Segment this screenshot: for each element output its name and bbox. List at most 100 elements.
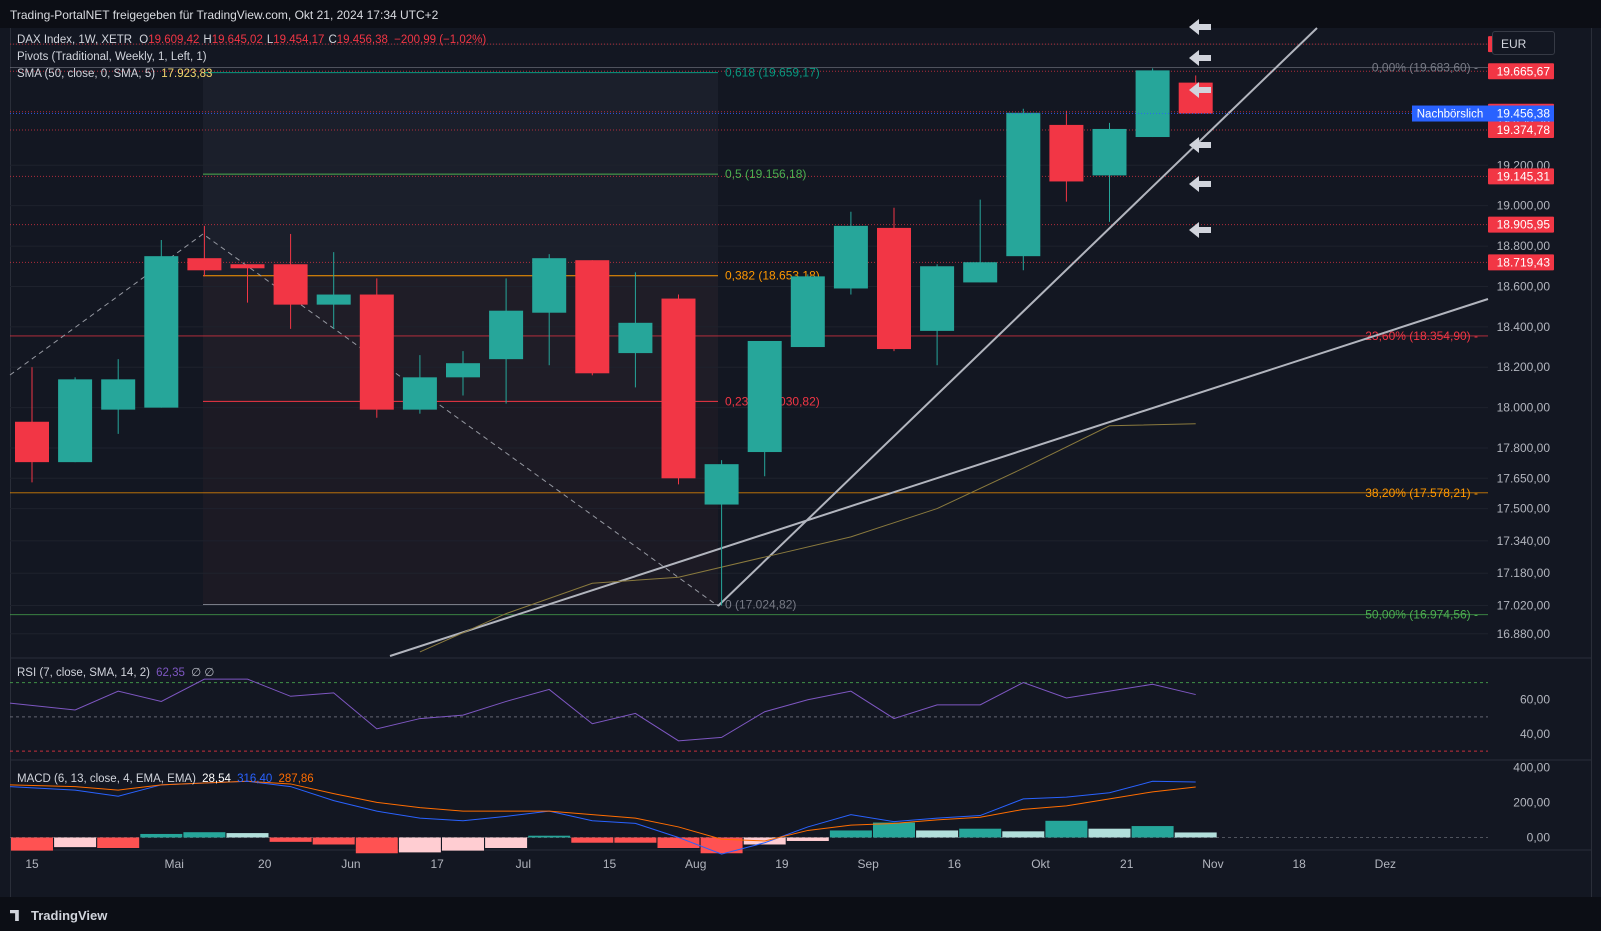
macd-histogram-bar (398, 837, 441, 853)
candle-body (446, 363, 480, 378)
legend-ohlc-l: L19.454,17 (266, 34, 325, 46)
legend-symbol-row[interactable]: DAX Index, 1W, XETR O19.609,42 H19.645,02… (17, 34, 486, 46)
x-axis-label: Mai (165, 857, 184, 871)
header-bar: Trading-PortalNET freigegeben für Tradin… (0, 0, 1601, 28)
tradingview-logo-text: TradingView (31, 908, 108, 923)
x-axis-label: Aug (685, 857, 706, 871)
y-axis-label: 18.800,00 (1497, 239, 1551, 253)
macd-histogram-bar (269, 837, 312, 842)
candle-body (489, 310, 524, 360)
x-axis-label: 16 (948, 857, 962, 871)
macd-histogram-bar (1174, 832, 1217, 838)
currency-button[interactable]: EUR (1492, 31, 1555, 55)
fib-level-label: 0,00% (19.683,60) - (1372, 61, 1478, 75)
rsi-line (9, 678, 1196, 742)
macd-histogram-bar (528, 835, 571, 838)
legend-macd-signal: 287,86 (278, 773, 314, 785)
candle-body (747, 340, 782, 453)
candle-body (15, 421, 49, 463)
macd-histogram-bar (140, 833, 183, 838)
macd-signal-line (9, 780, 1196, 842)
pivot-arrow-icon (1189, 19, 1211, 35)
fib-retracement-label: 0,5 (19.156,18) (725, 167, 806, 181)
pivot-arrow-icon (1189, 137, 1211, 153)
fib-zone-236 (203, 401, 718, 605)
y-axis-label: 18.000,00 (1497, 401, 1551, 415)
fib-level-label: 23,60% (18.354,90) - (1365, 329, 1478, 343)
y-axis-label: 16.880,00 (1497, 627, 1551, 641)
candle-body (833, 225, 868, 289)
candle-body (101, 379, 136, 410)
x-axis-label: 17 (430, 857, 444, 871)
candle-body (230, 264, 265, 269)
pivot-arrow-icon (1189, 50, 1211, 66)
candle-body (402, 377, 437, 410)
y-axis-label: 18.600,00 (1497, 279, 1551, 293)
candle-body (1092, 128, 1127, 176)
macd-histogram-bar (786, 837, 829, 841)
fib-level-label: 50,00% (16.974,56) - (1365, 608, 1478, 622)
macd-histogram-bar (97, 837, 140, 848)
candle-body (661, 298, 696, 479)
candle-body (144, 256, 179, 408)
legend-macd-row[interactable]: MACD (6, 13, close, 4, EMA, EMA) 28,54 3… (17, 773, 314, 785)
candle-body (920, 266, 955, 331)
legend-macd-line: 316,40 (237, 773, 273, 785)
pivot-arrow-icon (1189, 82, 1211, 98)
y-axis-label: 17.340,00 (1497, 534, 1551, 548)
tradingview-logo[interactable]: TradingView (10, 908, 107, 923)
candle-body (1049, 124, 1084, 182)
candle-body (359, 294, 394, 410)
candle-body (1006, 112, 1041, 257)
rsi-axis-label: 40,00 (1520, 727, 1550, 741)
legend-ohlc-h: H19.645,02 (203, 34, 263, 46)
macd-histogram-bar (657, 837, 700, 848)
legend-ohlc-c: C19.456,38 (328, 34, 388, 46)
macd-line (9, 780, 1196, 855)
macd-axis-label: 200,00 (1513, 795, 1550, 809)
legend-sma-value: 17.923,83 (161, 68, 213, 80)
legend-pivots-row[interactable]: Pivots (Traditional, Weekly, 1, Left, 1) (17, 51, 207, 63)
price-tag-text: 19.374,78 (1497, 123, 1551, 137)
price-tag-bg (1488, 168, 1554, 185)
x-axis-label: 15 (25, 857, 39, 871)
legend-rsi-label: RSI (7, close, SMA, 14, 2) (17, 667, 150, 679)
post-market-tag-label: Nachbörslich (1417, 109, 1483, 121)
y-axis-label: 18.400,00 (1497, 320, 1551, 334)
macd-histogram-bar (873, 822, 915, 838)
legend-change: −200,99 (−1,02%) (394, 34, 487, 46)
macd-axis-label: 400,00 (1513, 760, 1550, 774)
macd-histogram-bar (312, 837, 355, 845)
y-axis-label: 17.180,00 (1497, 566, 1551, 580)
x-axis-label: Dez (1375, 857, 1396, 871)
macd-histogram-bar (1002, 831, 1045, 838)
y-axis-label: 18.200,00 (1497, 360, 1551, 374)
price-tag-bg (1488, 122, 1554, 139)
price-tag-text: 18.905,95 (1497, 218, 1551, 232)
footer-bar (0, 897, 1601, 931)
trend-line-lower (389, 298, 1489, 657)
price-tag-bg (1488, 254, 1554, 271)
fib-retracement-label: 0,618 (19.659,17) (725, 66, 820, 80)
macd-histogram-bar (11, 837, 53, 851)
y-axis-label: 17.020,00 (1497, 599, 1551, 613)
macd-histogram-bar (442, 837, 484, 851)
macd-histogram-bar (54, 837, 97, 848)
sma-line (419, 423, 1196, 653)
macd-histogram-bar (1088, 828, 1131, 838)
legend-ohlc-o: O19.609,42 (139, 34, 200, 46)
macd-histogram-bar (226, 833, 269, 838)
legend-sma-row[interactable]: SMA (50, close, 0, SMA, 5) 17.923,83 (17, 68, 212, 80)
y-axis-label: 19.000,00 (1497, 199, 1551, 213)
header-text: Trading-PortalNET freigegeben für Tradin… (10, 8, 439, 22)
fib-level-label: 38,20% (17.578,21) - (1365, 486, 1478, 500)
x-axis-label: 18 (1292, 857, 1306, 871)
post-market-price-bg (1488, 105, 1554, 122)
candle-body (532, 258, 567, 313)
price-tag-bg (1488, 216, 1554, 233)
x-axis-label: Okt (1031, 857, 1050, 871)
legend-rsi-row[interactable]: RSI (7, close, SMA, 14, 2) 62,35 ∅ ∅ (17, 665, 214, 679)
chart-frame[interactable] (10, 28, 1592, 897)
legend-pivots: Pivots (Traditional, Weekly, 1, Left, 1) (17, 51, 207, 63)
